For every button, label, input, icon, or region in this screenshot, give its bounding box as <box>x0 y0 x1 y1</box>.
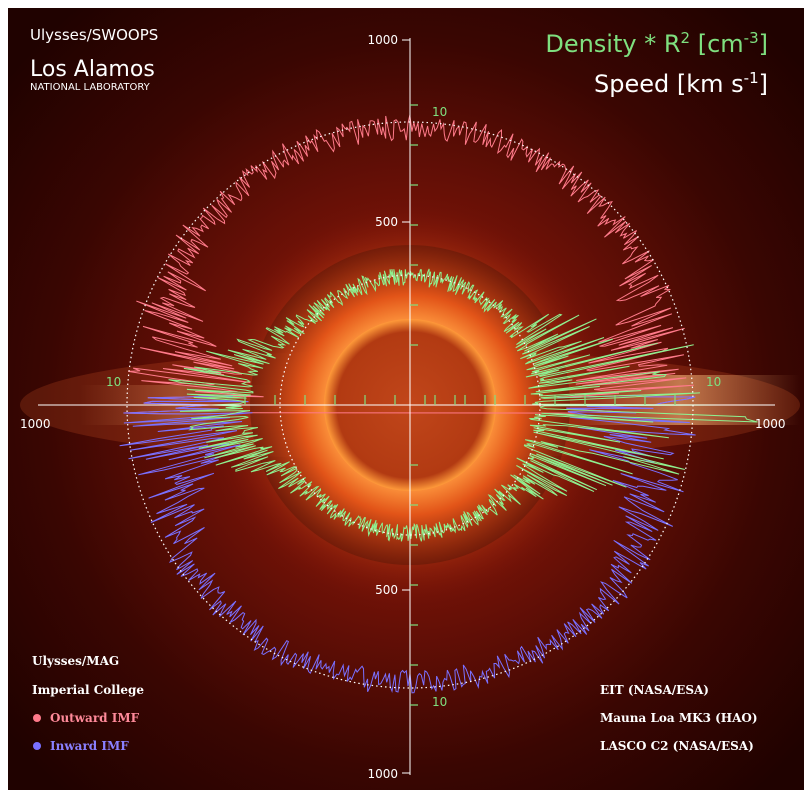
legend-item: Outward IMF <box>50 711 140 725</box>
lab-name: Los Alamos <box>30 57 155 82</box>
density-label: 10 <box>432 695 447 709</box>
credit: Mauna Loa MK3 (HAO) <box>600 711 758 725</box>
density-label: 10 <box>432 105 447 119</box>
axis-label: 500 <box>375 215 398 229</box>
axis-label: 1000 <box>755 417 786 431</box>
credit: EIT (NASA/ESA) <box>600 683 709 697</box>
density-label: 10 <box>706 375 721 389</box>
lab-sub: NATIONAL LABORATORY <box>30 82 151 93</box>
legend-subtitle: Imperial College <box>32 683 144 697</box>
speed-trace-outward <box>123 114 696 415</box>
axis-label: 1000 <box>20 417 51 431</box>
credit: LASCO C2 (NASA/ESA) <box>600 739 754 753</box>
density-title: Density * R2 [cm-3] <box>545 29 768 58</box>
speed-title: Speed [km s-1] <box>594 69 768 98</box>
axis-label: 500 <box>375 583 398 597</box>
legend-swatch <box>33 742 41 750</box>
axis-label: 1000 <box>367 33 398 47</box>
density-axis <box>244 104 676 706</box>
legend-title: Ulysses/MAG <box>32 654 119 668</box>
legend-item: Inward IMF <box>50 739 129 753</box>
instrument: Ulysses/SWOOPS <box>30 26 158 44</box>
legend-swatch <box>33 714 41 722</box>
axes <box>38 38 775 775</box>
axis-label: 1000 <box>367 767 398 781</box>
density-label: 10 <box>106 375 121 389</box>
